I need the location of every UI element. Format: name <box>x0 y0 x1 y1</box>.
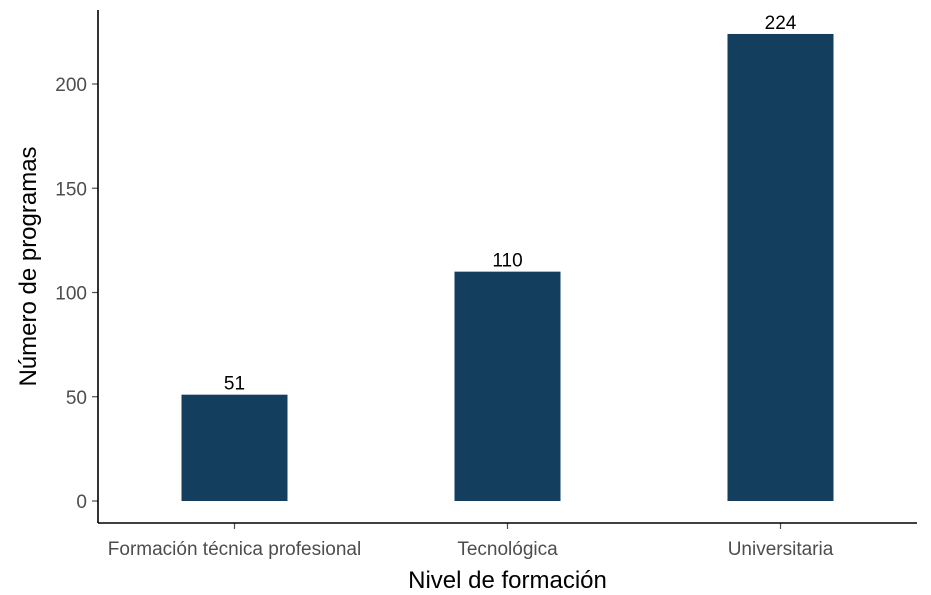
y-tick-label: 150 <box>55 179 87 200</box>
x-tick-label: Universitaria <box>728 539 834 560</box>
x-axis-title: Nivel de formación <box>408 567 607 594</box>
bar-value-label: 51 <box>224 374 245 395</box>
y-axis-title: Número de programas <box>15 146 42 386</box>
bar <box>181 394 288 501</box>
y-axis-ticks: 0 50 100 150 200 <box>55 75 98 513</box>
bar-value-label: 110 <box>492 251 522 272</box>
bar <box>727 33 834 502</box>
bar-value-label: 224 <box>765 13 797 34</box>
y-tick-label: 200 <box>55 75 87 96</box>
x-axis-ticks: Formación técnica profesional Tecnológica… <box>108 523 834 560</box>
bars-group <box>181 33 834 502</box>
y-tick-label: 0 <box>76 492 87 513</box>
y-tick-label: 50 <box>66 388 87 409</box>
x-tick-label: Tecnológica <box>457 539 558 560</box>
y-tick-label: 100 <box>55 284 87 305</box>
bar-labels-group: 51 110 224 <box>224 13 797 395</box>
bar <box>454 271 561 501</box>
x-tick-label: Formación técnica profesional <box>108 539 361 560</box>
